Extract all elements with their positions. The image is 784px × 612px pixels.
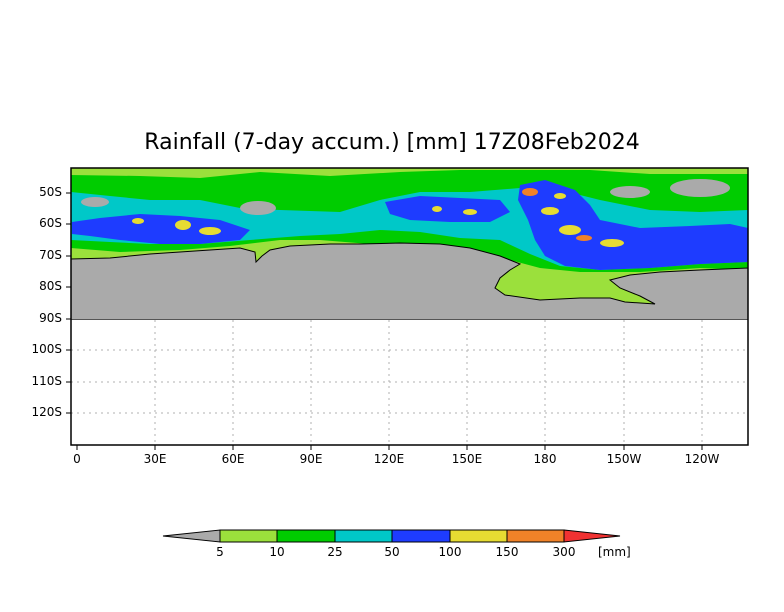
rain-cell-orange bbox=[522, 188, 538, 196]
dry-patch bbox=[81, 197, 109, 207]
y-tick-label: 100S bbox=[31, 342, 62, 356]
colorbar-swatch bbox=[334, 529, 393, 543]
colorbar-unit: [mm] bbox=[598, 545, 631, 559]
colorbar-swatch bbox=[506, 529, 565, 543]
y-tick-label: 120S bbox=[31, 405, 62, 419]
x-tick-label: 150E bbox=[451, 452, 483, 466]
x-tick-label: 30E bbox=[143, 452, 167, 466]
colorbar-swatch bbox=[219, 529, 278, 543]
rain-cell-yellow bbox=[541, 207, 559, 215]
x-tick-label: 120W bbox=[684, 452, 720, 466]
colorbar-label: 100 bbox=[438, 545, 462, 559]
map-title: Rainfall (7-day accum.) [mm] 17Z08Feb202… bbox=[144, 130, 640, 155]
colorbar-upper-arrow bbox=[563, 529, 621, 543]
x-tick-label: 90E bbox=[299, 452, 323, 466]
rain-cell-yellow bbox=[463, 209, 477, 215]
rain-band-blue-west bbox=[72, 214, 250, 244]
rain-cell-yellow bbox=[175, 220, 191, 230]
colorbar-label: 25 bbox=[327, 545, 343, 559]
map-empty-region bbox=[71, 320, 748, 445]
rain-cell-orange bbox=[576, 235, 592, 241]
colorbar-label: 5 bbox=[216, 545, 224, 559]
colorbar-swatch bbox=[449, 529, 508, 543]
map-plot-area bbox=[71, 168, 748, 321]
rain-cell-yellow bbox=[600, 239, 624, 247]
colorbar-lower-arrow bbox=[162, 529, 221, 543]
map-frame bbox=[70, 167, 749, 446]
rain-cell-yellow bbox=[432, 206, 442, 212]
y-tick-label: 110S bbox=[31, 374, 62, 388]
y-tick-label: 60S bbox=[39, 216, 62, 230]
rain-band-blue-east bbox=[518, 180, 748, 270]
rain-cell-yellow bbox=[132, 218, 144, 224]
y-tick-label: 80S bbox=[39, 279, 62, 293]
rain-cell-yellow bbox=[559, 225, 581, 235]
x-tick-label: 180 bbox=[533, 452, 557, 466]
x-tick-label: 150W bbox=[606, 452, 642, 466]
x-tick-label: 60E bbox=[221, 452, 245, 466]
map-gridlines bbox=[71, 320, 748, 445]
dry-patch bbox=[610, 186, 650, 198]
antarctica-land bbox=[71, 242, 748, 321]
y-tick-label: 50S bbox=[39, 185, 62, 199]
colorbar-label: 10 bbox=[269, 545, 285, 559]
colorbar-swatch bbox=[276, 529, 336, 543]
x-tick-label: 0 bbox=[73, 452, 81, 466]
colorbar-swatch bbox=[391, 529, 451, 543]
rain-cell-yellow bbox=[554, 193, 566, 199]
dry-patch bbox=[240, 201, 276, 215]
dry-patch bbox=[670, 179, 730, 197]
colorbar-label: 300 bbox=[552, 545, 576, 559]
colorbar-label: 50 bbox=[384, 545, 400, 559]
y-tick-label: 70S bbox=[39, 248, 62, 262]
y-tick-label: 90S bbox=[39, 311, 62, 325]
rain-cell-yellow bbox=[199, 227, 221, 235]
colorbar bbox=[162, 529, 621, 543]
colorbar-label: 150 bbox=[495, 545, 519, 559]
x-tick-label: 120E bbox=[373, 452, 405, 466]
map-ticks bbox=[66, 192, 703, 450]
rain-band-blue-central bbox=[385, 196, 510, 222]
